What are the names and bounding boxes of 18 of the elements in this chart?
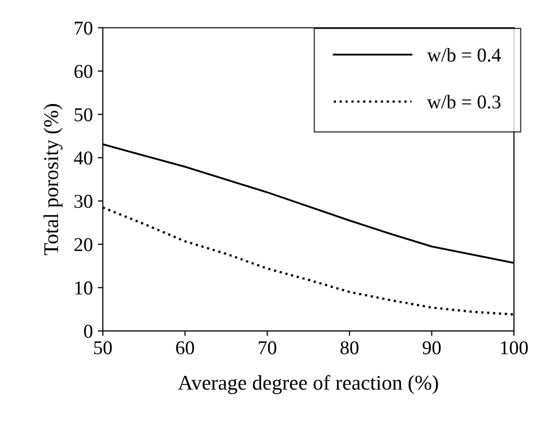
x-tick-label: 100 (501, 341, 528, 354)
y-tick-label: 0 (84, 324, 92, 338)
y-axis-title: Total porosity (%) (44, 104, 63, 256)
y-tick-label: 60 (74, 64, 92, 78)
x-tick-label: 70 (258, 341, 276, 354)
y-tick-label: 50 (74, 108, 92, 122)
legend-label: w/b = 0.3 (427, 94, 500, 109)
x-tick-label: 60 (176, 341, 194, 354)
x-tick-label: 80 (340, 341, 358, 354)
y-tick-label: 70 (74, 22, 92, 35)
x-axis-title: Average degree of reaction (%) (178, 374, 438, 394)
y-tick-label: 30 (74, 194, 92, 208)
legend-label: w/b = 0.4 (427, 48, 501, 62)
y-tick-label: 20 (74, 238, 92, 252)
x-tick-label: 50 (94, 341, 112, 354)
x-tick-label: 90 (422, 341, 441, 354)
y-tick-label: 10 (75, 281, 92, 295)
y-tick-label: 40 (74, 152, 92, 165)
